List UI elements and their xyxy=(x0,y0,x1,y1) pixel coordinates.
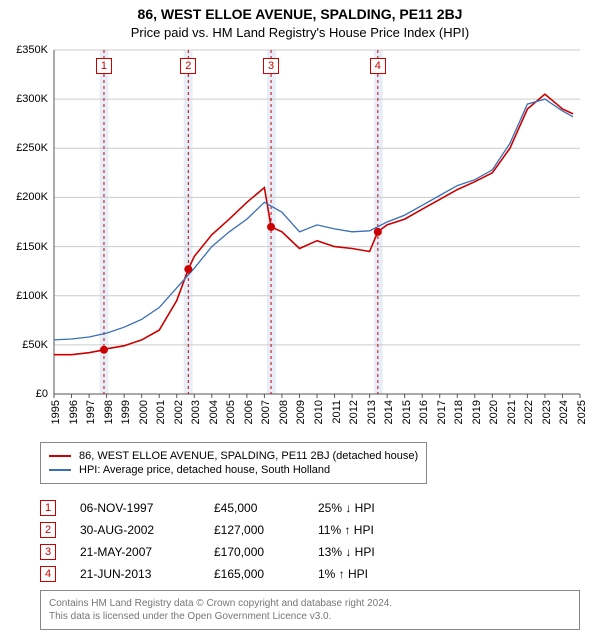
y-axis-tick-label: £100K xyxy=(10,290,48,302)
transaction-row: 4 21-JUN-2013 £165,000 1% ↑ HPI xyxy=(40,566,580,582)
legend-item: HPI: Average price, detached house, Sout… xyxy=(49,464,418,476)
chart-svg xyxy=(10,46,586,434)
transaction-id-marker: 1 xyxy=(40,500,56,516)
transaction-marker: 2 xyxy=(180,58,196,74)
transaction-marker: 4 xyxy=(370,58,386,74)
transaction-price: £165,000 xyxy=(214,567,294,581)
legend: 86, WEST ELLOE AVENUE, SPALDING, PE11 2B… xyxy=(40,442,427,484)
price-chart: £0£50K£100K£150K£200K£250K£300K£350K 199… xyxy=(10,46,586,434)
transaction-marker: 1 xyxy=(96,58,112,74)
legend-swatch-series1 xyxy=(49,455,71,457)
y-axis-tick-label: £300K xyxy=(10,93,48,105)
legend-label: 86, WEST ELLOE AVENUE, SPALDING, PE11 2B… xyxy=(79,450,418,462)
transaction-id-marker: 2 xyxy=(40,522,56,538)
transaction-hpi-delta: 11% ↑ HPI xyxy=(318,523,408,537)
transaction-row: 2 30-AUG-2002 £127,000 11% ↑ HPI xyxy=(40,522,580,538)
x-axis-tick-label: 2025 xyxy=(576,400,600,424)
y-axis-tick-label: £200K xyxy=(10,191,48,203)
footer-line: This data is licensed under the Open Gov… xyxy=(49,610,571,623)
y-axis-tick-label: £150K xyxy=(10,241,48,253)
transaction-date: 06-NOV-1997 xyxy=(80,501,190,515)
transaction-date: 21-MAY-2007 xyxy=(80,545,190,559)
chart-title: 86, WEST ELLOE AVENUE, SPALDING, PE11 2B… xyxy=(10,6,590,22)
y-axis-tick-label: £50K xyxy=(10,339,48,351)
chart-subtitle: Price paid vs. HM Land Registry's House … xyxy=(10,25,590,40)
transaction-id-marker: 3 xyxy=(40,544,56,560)
legend-label: HPI: Average price, detached house, Sout… xyxy=(79,464,330,476)
transaction-hpi-delta: 13% ↓ HPI xyxy=(318,545,408,559)
transactions-table: 1 06-NOV-1997 £45,000 25% ↓ HPI 2 30-AUG-2002… xyxy=(40,500,580,582)
footer-line: Contains HM Land Registry data © Crown c… xyxy=(49,597,571,610)
attribution-footer: Contains HM Land Registry data © Crown c… xyxy=(40,590,580,630)
transaction-hpi-delta: 25% ↓ HPI xyxy=(318,501,408,515)
transaction-price: £127,000 xyxy=(214,523,294,537)
transaction-price: £170,000 xyxy=(214,545,294,559)
transaction-row: 1 06-NOV-1997 £45,000 25% ↓ HPI xyxy=(40,500,580,516)
y-axis-tick-label: £0 xyxy=(10,388,48,400)
transaction-row: 3 21-MAY-2007 £170,000 13% ↓ HPI xyxy=(40,544,580,560)
transaction-id-marker: 4 xyxy=(40,566,56,582)
y-axis-tick-label: £350K xyxy=(10,44,48,56)
transaction-date: 21-JUN-2013 xyxy=(80,567,190,581)
transaction-marker: 3 xyxy=(263,58,279,74)
transaction-price: £45,000 xyxy=(214,501,294,515)
y-axis-tick-label: £250K xyxy=(10,142,48,154)
legend-swatch-series2 xyxy=(49,469,71,471)
transaction-hpi-delta: 1% ↑ HPI xyxy=(318,567,408,581)
legend-item: 86, WEST ELLOE AVENUE, SPALDING, PE11 2B… xyxy=(49,450,418,462)
transaction-date: 30-AUG-2002 xyxy=(80,523,190,537)
